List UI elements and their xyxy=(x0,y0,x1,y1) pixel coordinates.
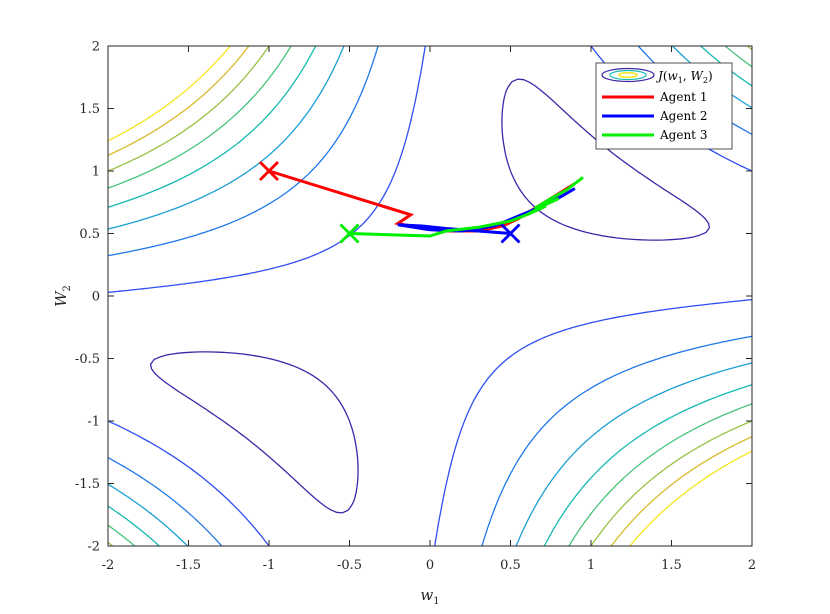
contour-level-0 xyxy=(149,78,711,514)
y-tick-label: 0 xyxy=(92,290,100,305)
y-tick-label: -1.5 xyxy=(75,477,100,492)
y-tick-label: 0.5 xyxy=(79,227,100,242)
x-tick-label: -1 xyxy=(263,558,276,573)
y-tick-label: -0.5 xyxy=(75,352,100,367)
x-tick-label: -1.5 xyxy=(176,558,201,573)
start-marker-stroke xyxy=(259,161,279,181)
y-axis-label: W2 xyxy=(52,285,73,307)
y-tick-label: -2 xyxy=(87,540,100,555)
legend-label-agent-2: Agent 2 xyxy=(659,109,707,123)
x-tick-label: -0.5 xyxy=(337,558,362,573)
legend-entry-contour: J(w1, W2) xyxy=(601,67,713,85)
x-tick-label: 2 xyxy=(748,558,756,573)
contour-level-8 xyxy=(108,46,752,546)
start-marker-agent-2 xyxy=(500,223,521,244)
start-marker-agent-3 xyxy=(339,223,360,244)
legend-contour-swatch-inner xyxy=(618,71,638,79)
x-axis-label: w1 xyxy=(420,586,439,607)
start-marker-stroke xyxy=(500,223,521,244)
legend-contour-swatch-mid xyxy=(609,69,647,81)
axis-ticks: -2 -1.5 -1 -0.5 0 0.5 1 1.5 2 -2 -1.5 -1 -0.5 0 0.5 1 1.… xyxy=(75,40,756,574)
trajectory-agent-3 xyxy=(349,176,584,238)
legend-entry-agent-1: Agent 1 xyxy=(602,90,707,104)
contour-lines xyxy=(108,46,752,546)
y-tick-label: 1 xyxy=(92,165,100,180)
contour-level-5 xyxy=(108,46,752,546)
x-tick-label: 1 xyxy=(587,558,595,573)
legend-label-agent-3: Agent 3 xyxy=(659,128,707,142)
y-tick-label: -1 xyxy=(87,415,100,430)
x-tick-label: 0 xyxy=(426,558,434,573)
start-marker-agent-1 xyxy=(259,161,279,181)
legend-label-agent-1: Agent 1 xyxy=(659,90,707,104)
contour-level-4 xyxy=(108,46,752,546)
x-tick-label: 1.5 xyxy=(661,558,682,573)
legend-contour-swatch-outer xyxy=(601,67,655,83)
x-tick-label: 0.5 xyxy=(500,558,521,573)
legend: J(w1, W2) Agent 1 Agent 2 Agent 3 xyxy=(595,62,733,150)
agent-trajectories xyxy=(268,169,584,238)
contour-level-6 xyxy=(108,46,752,546)
legend-entry-agent-2: Agent 2 xyxy=(602,109,707,123)
legend-label-contour: J(w1, W2) xyxy=(655,69,713,85)
x-tick-label: -2 xyxy=(102,558,115,573)
start-markers xyxy=(259,161,521,244)
y-tick-label: 2 xyxy=(92,40,100,55)
legend-entry-agent-3: Agent 3 xyxy=(602,128,707,142)
start-marker-stroke xyxy=(339,223,360,244)
y-tick-label: 1.5 xyxy=(79,102,100,117)
